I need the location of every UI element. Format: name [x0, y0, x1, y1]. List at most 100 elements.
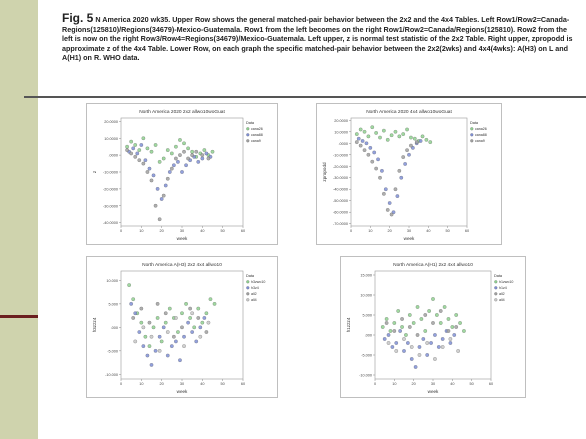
x-tick-label: 10 — [392, 382, 396, 386]
data-point — [382, 128, 386, 133]
data-point — [149, 363, 154, 367]
data-point — [362, 129, 367, 134]
data-point — [358, 143, 363, 148]
legend-label: all4 — [251, 298, 257, 302]
data-point — [149, 149, 154, 154]
data-point — [145, 170, 150, 174]
data-point — [133, 154, 138, 159]
data-point — [425, 353, 430, 357]
data-point — [429, 341, 433, 345]
x-tick-label: 50 — [221, 229, 225, 233]
data-point — [192, 325, 197, 330]
data-point — [147, 166, 152, 171]
data-point — [448, 341, 453, 345]
data-point — [417, 353, 422, 357]
y-tick-label: -60.0000 — [333, 211, 348, 215]
x-tick-label: 60 — [241, 229, 245, 233]
legend-marker — [494, 286, 498, 290]
x-tick-label: 60 — [489, 382, 493, 386]
data-point — [178, 153, 182, 157]
data-point — [364, 141, 369, 146]
data-point — [178, 358, 182, 363]
data-point — [188, 306, 192, 311]
data-point — [155, 187, 160, 191]
data-point — [172, 163, 176, 168]
legend-marker — [246, 139, 250, 143]
figure-caption: Fig. 5 N America 2020 wk35. Upper Row sh… — [62, 11, 578, 63]
data-point — [433, 333, 437, 337]
data-point — [386, 341, 391, 345]
data-point — [442, 305, 447, 309]
accent-bar — [0, 315, 38, 318]
x-tick-label: 0 — [374, 382, 376, 386]
legend-marker — [246, 298, 250, 302]
data-point — [398, 329, 402, 333]
data-point — [368, 146, 373, 150]
y-tick-label: -10.000 — [359, 374, 372, 378]
data-point — [406, 341, 410, 345]
data-point — [182, 141, 186, 146]
legend-title: Data — [246, 121, 255, 125]
data-point — [448, 337, 453, 341]
data-point — [356, 136, 361, 141]
data-point — [141, 325, 146, 330]
data-point — [415, 305, 420, 309]
data-point — [161, 156, 166, 161]
data-point — [190, 153, 194, 157]
data-point — [131, 316, 136, 320]
data-point — [452, 333, 457, 337]
legend-marker — [246, 280, 250, 284]
data-point — [384, 317, 389, 321]
legend-marker — [246, 286, 250, 290]
data-point — [366, 152, 371, 157]
x-tick-label: 50 — [446, 229, 450, 233]
data-point — [427, 309, 431, 313]
data-point — [131, 297, 136, 301]
x-tick-label: 10 — [368, 229, 372, 233]
legend-label: all4 — [499, 298, 505, 302]
data-point — [196, 160, 201, 164]
y-tick-label: -30.0000 — [333, 176, 348, 180]
data-point — [141, 344, 146, 348]
legend-label: all2 — [499, 292, 505, 296]
y-tick-label: -5.000 — [361, 354, 372, 358]
data-point — [143, 158, 148, 163]
data-point — [170, 166, 174, 171]
data-point — [378, 175, 382, 180]
data-point — [165, 148, 170, 152]
x-tick-label: 10 — [139, 229, 143, 233]
data-point — [409, 345, 414, 349]
data-point — [176, 330, 180, 334]
legend-label: all2 — [251, 292, 257, 296]
x-tick-label: 40 — [450, 382, 454, 386]
legend-marker — [494, 298, 498, 302]
legend-marker — [470, 139, 474, 143]
y-tick-label: 5.000 — [108, 302, 118, 306]
data-point — [163, 183, 168, 188]
caption-text: N America 2020 wk35. Upper Row shows the… — [62, 15, 573, 62]
data-point — [392, 329, 397, 333]
data-point — [200, 156, 205, 161]
data-point — [374, 166, 378, 171]
data-point — [393, 129, 398, 134]
plot-area — [374, 270, 492, 380]
legend-label: cana9 — [475, 139, 485, 143]
data-point — [194, 149, 199, 154]
legend-marker — [470, 127, 474, 131]
data-point — [415, 333, 420, 337]
data-point — [204, 311, 209, 316]
data-point — [165, 176, 170, 181]
data-point — [145, 146, 150, 151]
x-tick-label: 50 — [221, 382, 225, 386]
figure-label: Fig. 5 — [62, 11, 94, 25]
data-point — [137, 158, 142, 163]
data-point — [397, 169, 402, 173]
data-point — [163, 311, 168, 316]
x-tick-label: 40 — [200, 382, 204, 386]
data-point — [133, 143, 138, 147]
data-point — [196, 316, 201, 320]
data-point — [436, 345, 441, 349]
x-tick-label: 0 — [120, 229, 122, 233]
data-point — [206, 320, 211, 325]
data-point — [458, 321, 462, 325]
